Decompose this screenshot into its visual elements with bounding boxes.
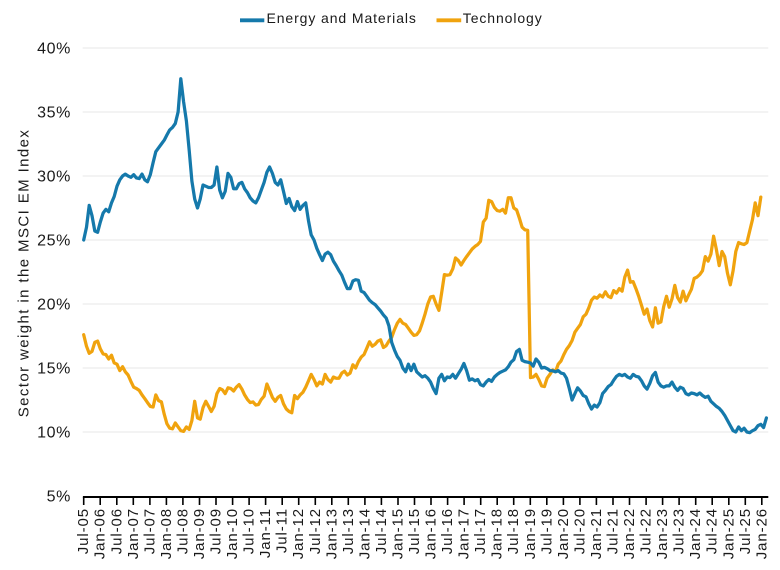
svg-text:10%: 10%: [37, 425, 71, 442]
svg-text:Jan-18: Jan-18: [489, 508, 506, 559]
svg-text:Jan-19: Jan-19: [522, 508, 539, 559]
svg-text:Technology: Technology: [463, 10, 543, 26]
svg-text:Jan-21: Jan-21: [588, 508, 605, 559]
svg-text:Jul-20: Jul-20: [571, 508, 588, 554]
svg-text:Jan-17: Jan-17: [456, 508, 473, 559]
svg-text:Jul-19: Jul-19: [538, 508, 555, 554]
svg-text:Jul-07: Jul-07: [141, 508, 158, 554]
svg-text:Jan-10: Jan-10: [224, 508, 241, 559]
svg-text:15%: 15%: [37, 361, 71, 378]
svg-text:Jan-12: Jan-12: [290, 508, 307, 559]
svg-text:Jan-20: Jan-20: [555, 508, 572, 559]
svg-text:5%: 5%: [47, 489, 71, 506]
svg-text:Jul-09: Jul-09: [208, 508, 225, 554]
svg-text:Sector weight in the MSCI EM I: Sector weight in the MSCI EM Index: [16, 129, 33, 418]
svg-text:Jul-21: Jul-21: [605, 508, 622, 554]
svg-text:Jul-18: Jul-18: [505, 508, 522, 554]
svg-text:Jul-05: Jul-05: [75, 508, 92, 554]
svg-text:Jan-16: Jan-16: [423, 508, 440, 559]
svg-text:Jan-14: Jan-14: [356, 508, 373, 559]
svg-text:Jul-11: Jul-11: [274, 508, 291, 553]
svg-text:Energy and Materials: Energy and Materials: [267, 10, 417, 26]
svg-text:25%: 25%: [37, 233, 71, 250]
svg-text:Jul-24: Jul-24: [704, 508, 721, 554]
svg-text:Jul-15: Jul-15: [406, 508, 423, 554]
svg-text:Jul-17: Jul-17: [472, 508, 489, 554]
svg-text:30%: 30%: [37, 169, 71, 186]
svg-text:Jul-08: Jul-08: [174, 508, 191, 554]
svg-text:Jul-10: Jul-10: [241, 508, 258, 554]
svg-text:35%: 35%: [37, 105, 71, 122]
svg-text:Jan-13: Jan-13: [323, 508, 340, 559]
svg-text:40%: 40%: [37, 41, 71, 58]
svg-text:Jan-09: Jan-09: [191, 508, 208, 559]
svg-text:Jan-23: Jan-23: [654, 508, 671, 559]
svg-text:Jan-06: Jan-06: [92, 508, 109, 559]
svg-text:Jan-26: Jan-26: [753, 508, 770, 559]
svg-text:Jul-12: Jul-12: [307, 508, 324, 554]
svg-text:Jan-11: Jan-11: [257, 508, 274, 558]
svg-text:Jan-08: Jan-08: [158, 508, 175, 559]
svg-text:Jan-07: Jan-07: [125, 508, 142, 559]
svg-text:Jul-16: Jul-16: [439, 508, 456, 554]
svg-text:Jul-23: Jul-23: [671, 508, 688, 554]
svg-text:Jul-14: Jul-14: [373, 508, 390, 554]
svg-text:Jul-25: Jul-25: [737, 508, 754, 554]
svg-text:20%: 20%: [37, 297, 71, 314]
svg-text:Jan-15: Jan-15: [390, 508, 407, 559]
svg-text:Jul-06: Jul-06: [108, 508, 125, 554]
svg-text:Jan-25: Jan-25: [720, 508, 737, 559]
svg-text:Jan-22: Jan-22: [621, 508, 638, 559]
svg-text:Jul-13: Jul-13: [340, 508, 357, 554]
svg-text:Jul-22: Jul-22: [638, 508, 655, 554]
svg-text:Jan-24: Jan-24: [687, 508, 704, 559]
